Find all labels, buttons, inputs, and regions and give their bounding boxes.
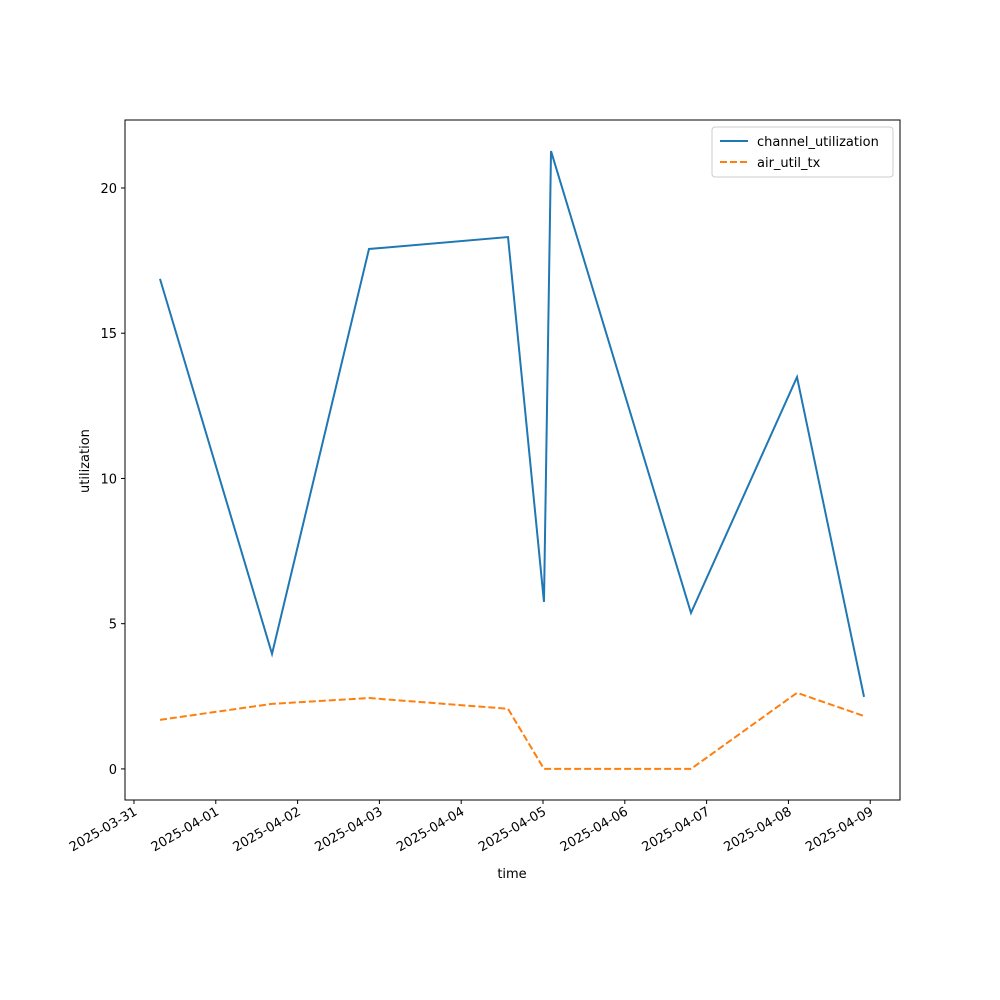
series-line <box>159 150 866 698</box>
legend-box <box>711 126 894 178</box>
x-axis-label: time <box>497 867 526 882</box>
legend-label: air_util_tx <box>757 156 821 171</box>
y-tick-label: 15 <box>100 327 117 342</box>
y-axis-label: utilization <box>78 429 93 493</box>
legend-label: channel_utilization <box>757 135 879 150</box>
y-tick-label: 20 <box>100 182 117 197</box>
legend: channel_utilization air_util_tx <box>711 126 894 178</box>
y-tick-label: 5 <box>109 618 117 633</box>
series-line <box>159 691 865 770</box>
y-tick-label: 0 <box>109 763 117 778</box>
plot-frame <box>124 119 901 801</box>
y-tick-label: 10 <box>100 472 117 487</box>
